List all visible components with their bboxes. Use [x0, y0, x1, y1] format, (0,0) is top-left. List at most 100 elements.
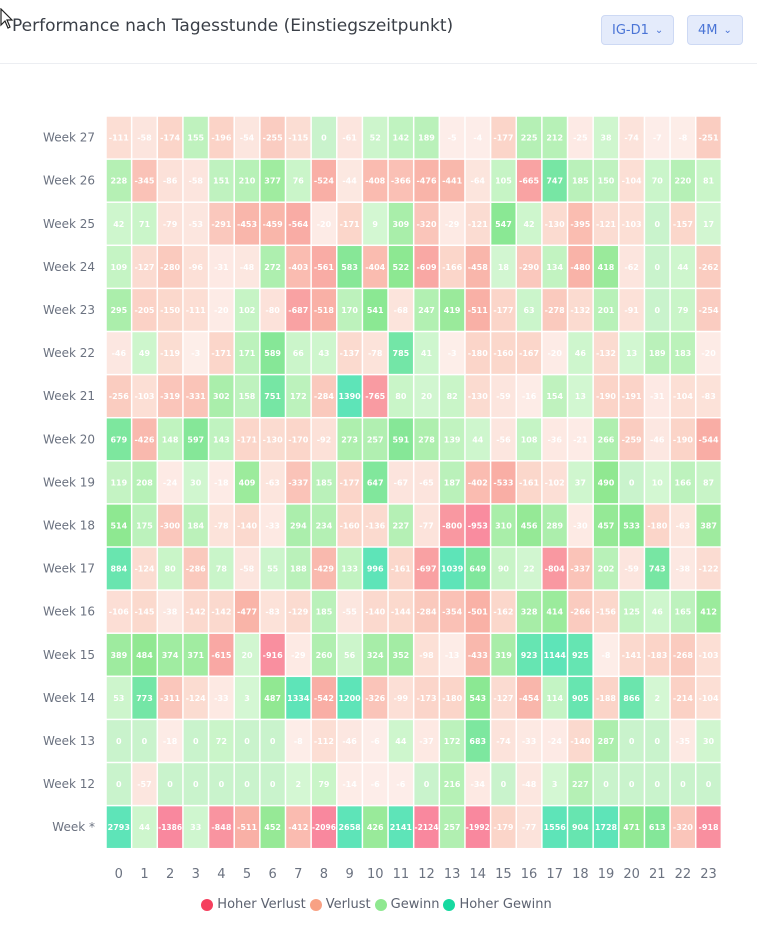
heatmap-cell[interactable]	[516, 720, 542, 762]
heatmap-cell[interactable]	[132, 677, 157, 719]
heatmap-cell[interactable]	[234, 677, 260, 719]
heatmap-cell[interactable]	[234, 375, 260, 417]
heatmap-cell[interactable]	[311, 375, 337, 417]
heatmap-cell[interactable]	[286, 590, 311, 633]
heatmap-cell[interactable]	[286, 418, 311, 461]
heatmap-cell[interactable]	[645, 504, 670, 547]
heatmap-cell[interactable]	[568, 202, 593, 245]
heatmap-cell[interactable]	[516, 763, 542, 805]
heatmap-cell[interactable]	[440, 418, 465, 461]
heatmap-cell[interactable]	[542, 418, 567, 461]
heatmap-cell[interactable]	[414, 763, 439, 805]
heatmap-cell[interactable]	[568, 763, 593, 805]
heatmap-cell[interactable]	[286, 375, 311, 417]
heatmap-cell[interactable]	[568, 461, 593, 504]
heatmap-cell[interactable]	[260, 806, 285, 848]
heatmap-cell[interactable]	[337, 763, 362, 805]
heatmap-cell[interactable]	[491, 289, 516, 331]
heatmap-cell[interactable]	[619, 504, 644, 547]
heatmap-cell[interactable]	[106, 289, 131, 331]
heatmap-cell[interactable]	[106, 375, 131, 417]
heatmap-cell[interactable]	[183, 633, 208, 676]
heatmap-cell[interactable]	[542, 461, 567, 504]
heatmap-cell[interactable]	[465, 116, 490, 159]
heatmap-cell[interactable]	[516, 633, 542, 676]
heatmap-cell[interactable]	[593, 375, 619, 417]
heatmap-cell[interactable]	[440, 159, 465, 202]
heatmap-cell[interactable]	[619, 547, 644, 590]
heatmap-cell[interactable]	[286, 159, 311, 202]
heatmap-cell[interactable]	[286, 547, 311, 590]
heatmap-cell[interactable]	[388, 547, 413, 590]
heatmap-cell[interactable]	[568, 375, 593, 417]
heatmap-cell[interactable]	[106, 590, 131, 633]
heatmap-cell[interactable]	[440, 633, 465, 676]
heatmap-cell[interactable]	[491, 763, 516, 805]
heatmap-cell[interactable]	[286, 677, 311, 719]
heatmap-cell[interactable]	[106, 159, 131, 202]
heatmap-cell[interactable]	[542, 547, 567, 590]
heatmap-cell[interactable]	[337, 806, 362, 848]
heatmap-cell[interactable]	[645, 763, 670, 805]
heatmap-cell[interactable]	[593, 246, 619, 288]
heatmap-cell[interactable]	[440, 763, 465, 805]
heatmap-cell[interactable]	[234, 461, 260, 504]
heatmap-cell[interactable]	[670, 332, 695, 374]
heatmap-cell[interactable]	[363, 159, 388, 202]
heatmap-cell[interactable]	[516, 159, 542, 202]
heatmap-cell[interactable]	[363, 289, 388, 331]
heatmap-cell[interactable]	[440, 246, 465, 288]
heatmap-cell[interactable]	[593, 461, 619, 504]
heatmap-cell[interactable]	[568, 806, 593, 848]
heatmap-cell[interactable]	[158, 418, 183, 461]
heatmap-cell[interactable]	[209, 806, 234, 848]
heatmap-cell[interactable]	[106, 763, 131, 805]
heatmap-cell[interactable]	[440, 116, 465, 159]
heatmap-cell[interactable]	[388, 461, 413, 504]
heatmap-cell[interactable]	[414, 418, 439, 461]
heatmap-cell[interactable]	[106, 202, 131, 245]
heatmap-cell[interactable]	[593, 159, 619, 202]
heatmap-cell[interactable]	[440, 289, 465, 331]
heatmap-cell[interactable]	[645, 418, 670, 461]
heatmap-cell[interactable]	[542, 504, 567, 547]
heatmap-cell[interactable]	[670, 504, 695, 547]
heatmap-cell[interactable]	[106, 332, 131, 374]
heatmap-cell[interactable]	[158, 332, 183, 374]
heatmap-cell[interactable]	[696, 159, 721, 202]
heatmap-cell[interactable]	[183, 590, 208, 633]
heatmap-cell[interactable]	[593, 504, 619, 547]
heatmap-cell[interactable]	[286, 763, 311, 805]
heatmap-cell[interactable]	[619, 116, 644, 159]
heatmap-cell[interactable]	[440, 590, 465, 633]
heatmap-cell[interactable]	[388, 763, 413, 805]
heatmap-cell[interactable]	[516, 246, 542, 288]
heatmap-cell[interactable]	[542, 375, 567, 417]
heatmap-cell[interactable]	[363, 504, 388, 547]
heatmap-cell[interactable]	[183, 461, 208, 504]
heatmap-cell[interactable]	[183, 332, 208, 374]
heatmap-cell[interactable]	[158, 590, 183, 633]
heatmap-cell[interactable]	[106, 418, 131, 461]
heatmap-cell[interactable]	[363, 590, 388, 633]
heatmap-cell[interactable]	[645, 461, 670, 504]
heatmap-cell[interactable]	[568, 504, 593, 547]
heatmap-cell[interactable]	[132, 375, 157, 417]
heatmap-cell[interactable]	[234, 504, 260, 547]
heatmap-cell[interactable]	[465, 461, 490, 504]
heatmap-cell[interactable]	[106, 720, 131, 762]
heatmap-cell[interactable]	[311, 246, 337, 288]
heatmap-cell[interactable]	[260, 633, 285, 676]
heatmap-cell[interactable]	[670, 461, 695, 504]
heatmap-cell[interactable]	[414, 246, 439, 288]
heatmap-cell[interactable]	[696, 332, 721, 374]
heatmap-cell[interactable]	[132, 590, 157, 633]
heatmap-cell[interactable]	[670, 590, 695, 633]
heatmap-cell[interactable]	[311, 504, 337, 547]
heatmap-cell[interactable]	[619, 246, 644, 288]
heatmap-cell[interactable]	[158, 806, 183, 848]
heatmap-cell[interactable]	[158, 159, 183, 202]
heatmap-cell[interactable]	[209, 590, 234, 633]
heatmap-cell[interactable]	[670, 763, 695, 805]
heatmap-cell[interactable]	[132, 246, 157, 288]
